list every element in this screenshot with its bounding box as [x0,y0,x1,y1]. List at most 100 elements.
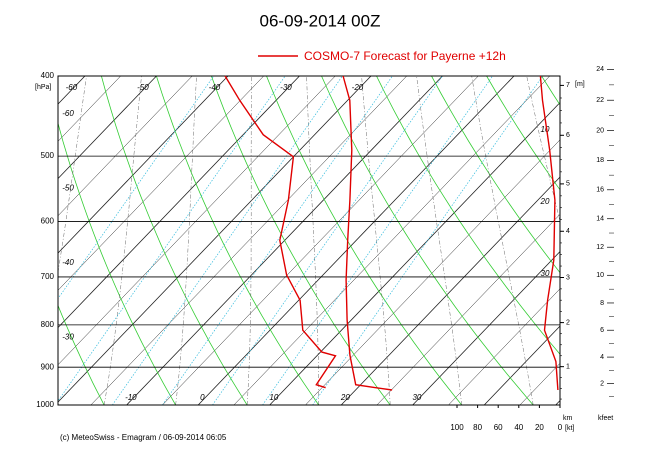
isotherm [0,76,49,405]
isotherm [519,362,560,405]
temp-label-bottom: 30 [412,393,421,402]
isotherm [197,76,515,405]
km-tick-label: 4 [566,228,570,235]
height-unit: [m] [575,81,585,88]
dry-adiabat [0,76,33,405]
speed-tick-label: 60 [494,423,503,432]
y-tick-label: 400 [41,71,55,80]
temp-label-bottom: 0 [200,393,205,402]
dry-adiabat [58,121,176,405]
temp-label-top: -60 [66,83,78,92]
kfeet-tick-label: 8 [600,300,604,307]
temp-label-left: -30 [62,333,74,342]
chart-title: 06-09-2014 00Z [260,11,381,30]
kfeet-tick-label: 16 [596,187,604,194]
km-tick-label: 7 [566,82,570,89]
temp-label-left: -60 [62,109,74,118]
isotherm [58,76,336,366]
kfeet-tick-label: 18 [596,157,604,164]
isotherm [627,76,650,405]
dry-adiabat [376,76,560,355]
dry-adiabat [486,76,560,191]
kfeet-tick-label: 20 [596,127,604,134]
dry-adiabat [266,76,463,405]
dry-adiabat [597,76,650,405]
kfeet-tick-label: 6 [600,327,604,334]
y-tick-label: 800 [41,320,55,329]
mixing-ratio [162,76,393,405]
dry-adiabat [58,304,105,405]
temp-label-bottom: 10 [269,393,278,402]
isotherm [340,176,560,405]
mixing-ratio [262,76,493,405]
y-tick-label: 1000 [36,400,54,409]
kfeet-tick-label: 4 [600,354,604,361]
y-unit: [hPa] [35,84,51,91]
temp-label-left: -50 [62,184,74,193]
speed-tick-label: 80 [473,423,482,432]
moist-adiabat [361,76,391,405]
kfeet-tick-label: 14 [596,216,604,223]
y-tick-label: 700 [41,272,55,281]
isotherm [58,76,372,403]
isotherm [0,76,13,405]
moist-adiabat [582,76,650,405]
isotherm [58,76,121,142]
isotherm [58,76,264,291]
temp-label-bottom: 20 [340,393,350,402]
speed-tick-label: 40 [514,423,523,432]
speed-tick-label: 100 [450,423,464,432]
isotherm [448,288,560,405]
km-tick-label: 6 [566,132,570,139]
kfeet-label: kfeet [598,415,613,422]
moist-adiabat [246,76,252,405]
speed-tick-label: 20 [535,423,544,432]
speed-tick-label: 0 [558,423,563,432]
mixing-ratio [312,76,543,405]
isotherm [90,76,407,405]
annotation: 10 [541,125,550,134]
legend-label: COSMO-7 Forecast for Payerne +12h [304,49,506,63]
kfeet-tick-label: 12 [596,244,604,251]
plot-frame [57,75,561,406]
isotherm [483,325,560,405]
y-tick-label: 600 [41,217,55,226]
temp-label-top: -30 [280,83,292,92]
wind-speed-line [539,75,559,391]
temp-label-top: -20 [352,83,364,92]
mixing-ratio [212,76,443,405]
km-tick-label: 5 [566,181,570,188]
moist-adiabat [175,76,197,405]
moist-adiabat [103,76,142,405]
isotherm [412,250,560,405]
background-lines [0,76,650,405]
temp-label-top: -40 [209,83,221,92]
isotherm [58,76,300,329]
temp-label-bottom: -10 [125,393,137,402]
isotherm [269,101,560,405]
y-tick-label: 500 [41,151,55,160]
kfeet-tick-label: 10 [596,272,604,279]
isotherm [58,76,86,105]
isotherm [233,76,550,405]
annotation: 20 [540,197,550,206]
mixing-ratio [112,76,343,405]
isotherm [162,76,479,405]
moist-adiabat [58,76,87,274]
km-tick-label: 1 [566,364,570,371]
footer: (c) MeteoSwiss - Emagram / 06-09-2014 06… [60,433,227,442]
annotation: 30 [541,269,550,278]
temp-label-left: -40 [62,258,74,267]
kfeet-tick-label: 22 [596,97,604,104]
temp-label-top: -50 [137,83,149,92]
dry-adiabat [211,76,391,405]
kfeet-tick-label: 2 [600,380,604,387]
isotherm [305,139,560,405]
moist-adiabat [637,76,650,405]
km-tick-label: 2 [566,319,570,326]
temperature-line [342,75,393,391]
speed-unit: [kt] [565,425,574,432]
isotherm [58,76,157,180]
km-tick-label: 3 [566,274,570,281]
